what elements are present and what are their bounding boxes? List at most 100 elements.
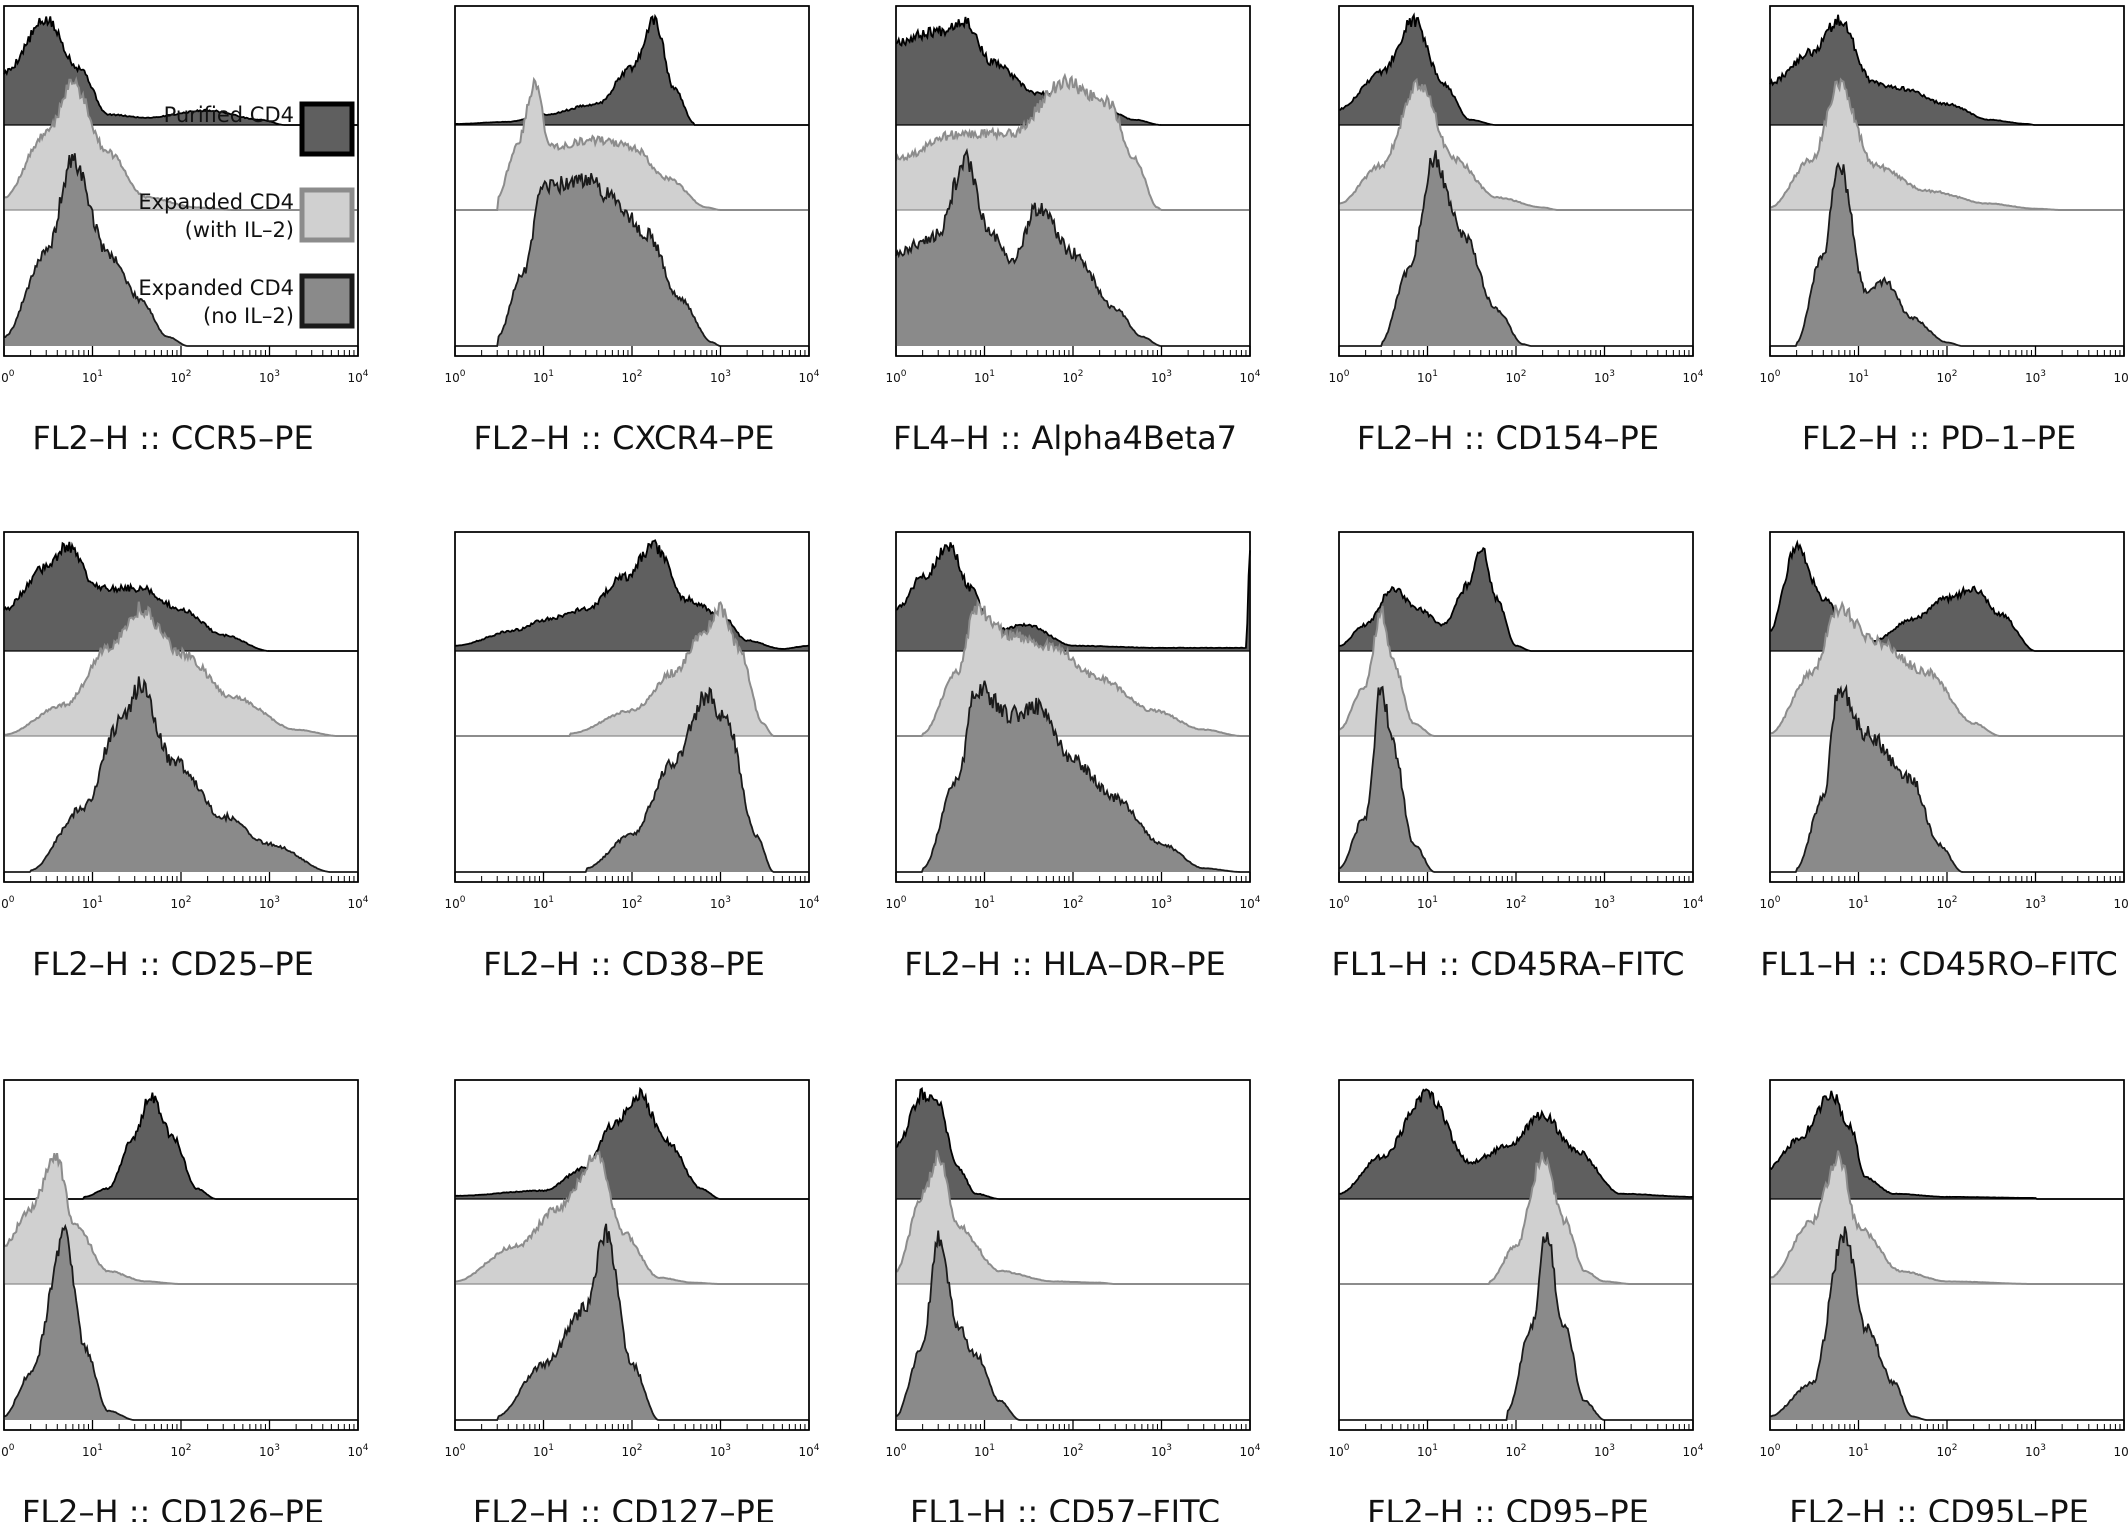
series-no-il2-area — [1339, 687, 1693, 872]
tick-label: 100 — [1759, 1443, 1780, 1459]
series-with-il2-area — [455, 602, 809, 736]
series-no-il2-area — [896, 1230, 1250, 1420]
panel-title: FL2–H :: CD126–PE — [22, 1493, 324, 1522]
panel-title: FL2–H :: CD95L–PE — [1789, 1493, 2089, 1522]
series-purified-outline — [1338, 1088, 1694, 1198]
series-with-il2-outline — [3, 601, 358, 737]
tick-label: 102 — [1062, 895, 1083, 911]
series-no-il2-outline — [896, 680, 1250, 873]
tick-label: 102 — [1505, 369, 1526, 385]
series-no-il2-area — [4, 153, 358, 346]
series-no-il2-area — [1770, 164, 2124, 346]
legend: Purified CD4 Expanded CD4 (with IL–2) Expan… — [138, 101, 355, 329]
series-no-il2-area — [1339, 150, 1693, 346]
panel-title: FL2–H :: CD95–PE — [1367, 1493, 1649, 1522]
series-no-il2-area — [4, 676, 358, 872]
series-purified-outline — [895, 542, 1251, 649]
panel-title: FL2–H :: CD38–PE — [483, 945, 765, 983]
panel-title: FL1–H :: CD57–FITC — [910, 1493, 1220, 1522]
tick-label: 104 — [2113, 895, 2128, 911]
series-no-il2-area — [455, 1223, 809, 1420]
panel-title: FL1–H :: CD45RA–FITC — [1332, 945, 1685, 983]
panel-title: FL1–H :: CD45RO–FITC — [1760, 945, 2118, 983]
series-no-il2-outline — [1339, 1232, 1693, 1421]
tick-label: 103 — [1151, 369, 1172, 385]
tick-label: 101 — [82, 895, 103, 911]
legend-label: Expanded CD4 — [138, 190, 294, 214]
tick-label: 101 — [1417, 369, 1438, 385]
tick-label: 100 — [885, 1443, 906, 1459]
series-purified-area — [4, 541, 358, 651]
tick-label: 100 — [444, 369, 465, 385]
tick-label: 100 — [444, 895, 465, 911]
series-no-il2-area — [1770, 1226, 2124, 1420]
tick-label: 104 — [798, 895, 819, 911]
tick-label: 104 — [347, 895, 368, 911]
series-with-il2-outline — [896, 598, 1250, 737]
tick-label: 100 — [444, 1443, 465, 1459]
tick-label: 100 — [885, 895, 906, 911]
series-no-il2-outline — [455, 1223, 809, 1421]
tick-label: 101 — [82, 369, 103, 385]
tick-label: 101 — [1848, 895, 1869, 911]
tick-label: 100 — [0, 369, 15, 385]
panel-title: FL2–H :: CD127–PE — [473, 1493, 775, 1522]
panel-title: FL2–H :: CD25–PE — [32, 945, 314, 983]
panel-title: FL2–H :: HLA–DR–PE — [904, 945, 1225, 983]
tick-label: 100 — [0, 1443, 15, 1459]
series-purified-area — [4, 1092, 358, 1199]
series-no-il2-outline — [455, 686, 809, 873]
tick-label: 103 — [259, 1443, 280, 1459]
legend-sublabel: (no IL–2) — [203, 304, 294, 328]
series-no-il2-outline — [3, 153, 358, 347]
tick-label: 100 — [1328, 369, 1349, 385]
tick-label: 100 — [1759, 895, 1780, 911]
tick-label: 103 — [1151, 895, 1172, 911]
series-no-il2-area — [1770, 687, 2124, 872]
tick-label: 102 — [1505, 1443, 1526, 1459]
tick-label: 103 — [1594, 895, 1615, 911]
tick-label: 103 — [710, 1443, 731, 1459]
series-no-il2-area — [896, 150, 1250, 346]
tick-label: 104 — [2113, 369, 2128, 385]
tick-label: 101 — [533, 895, 554, 911]
series-with-il2-area — [4, 1153, 358, 1284]
tick-label: 102 — [1062, 369, 1083, 385]
tick-label: 102 — [621, 895, 642, 911]
legend-swatch-purified — [299, 101, 355, 157]
series-with-il2-area — [1770, 1150, 2124, 1284]
series-with-il2-area — [1339, 1152, 1693, 1284]
tick-label: 103 — [2025, 895, 2046, 911]
series-no-il2-area — [896, 680, 1250, 872]
series-purified-outline — [454, 539, 810, 650]
series-purified-area — [4, 16, 358, 125]
series-with-il2-area — [1770, 603, 2124, 736]
tick-label: 104 — [1682, 895, 1703, 911]
tick-label: 101 — [1417, 895, 1438, 911]
tick-label: 103 — [259, 895, 280, 911]
panel-title: FL2–H :: CD154–PE — [1357, 419, 1659, 457]
panel-title: FL2–H :: CCR5–PE — [32, 419, 313, 457]
tick-label: 101 — [1848, 1443, 1869, 1459]
series-with-il2-area — [4, 79, 358, 210]
series-with-il2-area — [1770, 79, 2124, 210]
tick-label: 104 — [1682, 369, 1703, 385]
tick-label: 101 — [1417, 1443, 1438, 1459]
legend-label: Expanded CD4 — [138, 276, 294, 300]
panel-title: FL4–H :: Alpha4Beta7 — [893, 419, 1237, 457]
series-no-il2-outline — [1770, 683, 2124, 873]
tick-label: 100 — [885, 369, 906, 385]
